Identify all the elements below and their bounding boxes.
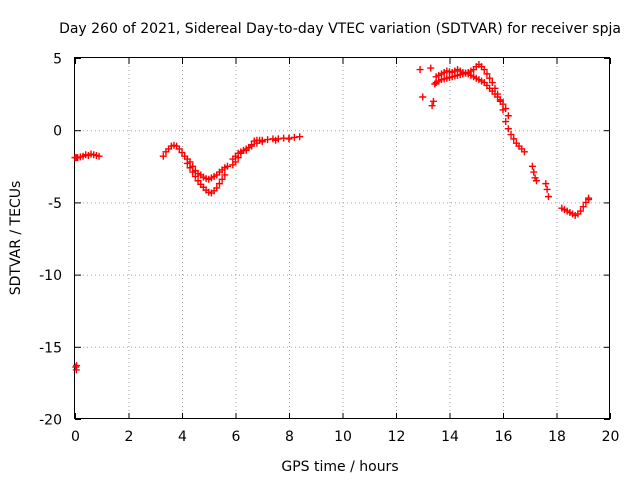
data-point	[272, 136, 280, 144]
data-point	[585, 194, 593, 202]
series-start	[71, 154, 81, 374]
data-points	[71, 60, 593, 374]
data-point	[175, 145, 183, 153]
y-axis-label: SDTVAR / TECUs	[8, 181, 24, 296]
data-point	[191, 172, 199, 180]
data-point	[258, 138, 266, 146]
data-point	[194, 177, 202, 185]
plot-frame	[74, 57, 610, 419]
data-point	[504, 112, 512, 120]
data-point	[215, 180, 223, 188]
data-point	[577, 207, 585, 215]
x-tick-label: 14	[441, 429, 459, 445]
data-point	[496, 96, 504, 104]
data-point	[242, 146, 250, 154]
x-tick-label: 4	[178, 429, 187, 445]
x-tick-label: 20	[602, 429, 620, 445]
data-point	[189, 168, 197, 176]
data-point	[499, 100, 507, 108]
x-tick-label: 12	[388, 429, 406, 445]
data-point	[237, 148, 245, 156]
data-point	[544, 193, 552, 201]
x-tick-label: 2	[125, 429, 134, 445]
data-point	[264, 136, 272, 144]
data-point	[248, 142, 256, 150]
data-point	[431, 80, 439, 88]
series-seg1	[72, 150, 103, 162]
grid-lines	[75, 58, 610, 419]
data-point	[428, 102, 436, 110]
data-point	[429, 97, 437, 105]
data-point	[486, 74, 494, 82]
data-point	[480, 66, 488, 74]
data-point	[532, 177, 540, 185]
axis-ticks	[75, 58, 611, 420]
y-tick-label: -10	[39, 268, 62, 284]
data-point	[221, 171, 229, 179]
data-point	[504, 125, 512, 133]
chart-title: Day 260 of 2021, Sidereal Day-to-day VTE…	[59, 21, 621, 37]
y-tick-label: -20	[39, 413, 62, 429]
x-tick-label: 16	[495, 429, 513, 445]
data-point	[427, 64, 435, 72]
data-point	[507, 131, 515, 139]
y-tick-label: 5	[53, 52, 62, 68]
x-tick-labels: 0 2 4 6 8 10 12 14 16 18 20	[71, 429, 619, 445]
data-point	[159, 152, 167, 160]
data-point	[253, 139, 261, 147]
y-tick-label: -5	[48, 196, 62, 212]
data-point	[213, 184, 221, 192]
x-axis-label: GPS time / hours	[281, 459, 398, 475]
data-point	[178, 149, 186, 157]
data-point	[95, 152, 103, 160]
x-tick-label: 10	[334, 429, 352, 445]
data-point	[530, 168, 538, 176]
x-tick-label: 18	[548, 429, 566, 445]
data-point	[218, 175, 226, 183]
data-point	[510, 135, 518, 143]
y-tick-label: -15	[39, 340, 62, 356]
data-point	[543, 185, 551, 193]
series-seg6	[558, 194, 593, 219]
series-seg3b	[229, 135, 293, 163]
data-point	[579, 203, 587, 211]
data-point	[502, 105, 510, 113]
data-point	[285, 135, 293, 143]
y-tick-label: 0	[53, 124, 62, 140]
data-point	[488, 79, 496, 87]
data-point	[419, 93, 427, 101]
data-point	[520, 148, 528, 156]
data-point	[542, 180, 550, 188]
x-tick-label: 6	[232, 429, 241, 445]
data-point	[290, 133, 298, 141]
data-point	[183, 159, 191, 167]
series-seg4b	[432, 66, 512, 120]
series-seg5	[528, 162, 552, 201]
data-point	[296, 133, 304, 141]
y-tick-labels: 5 0 -5 -10 -15 -20	[39, 52, 62, 429]
data-point	[483, 70, 491, 78]
data-point	[528, 162, 536, 170]
data-point	[502, 118, 510, 126]
data-point	[223, 162, 231, 170]
x-tick-label: 0	[71, 429, 80, 445]
data-point	[186, 164, 194, 172]
data-point	[416, 66, 424, 74]
data-point	[73, 362, 81, 370]
series-seg2b	[183, 159, 229, 197]
x-tick-label: 8	[285, 429, 294, 445]
